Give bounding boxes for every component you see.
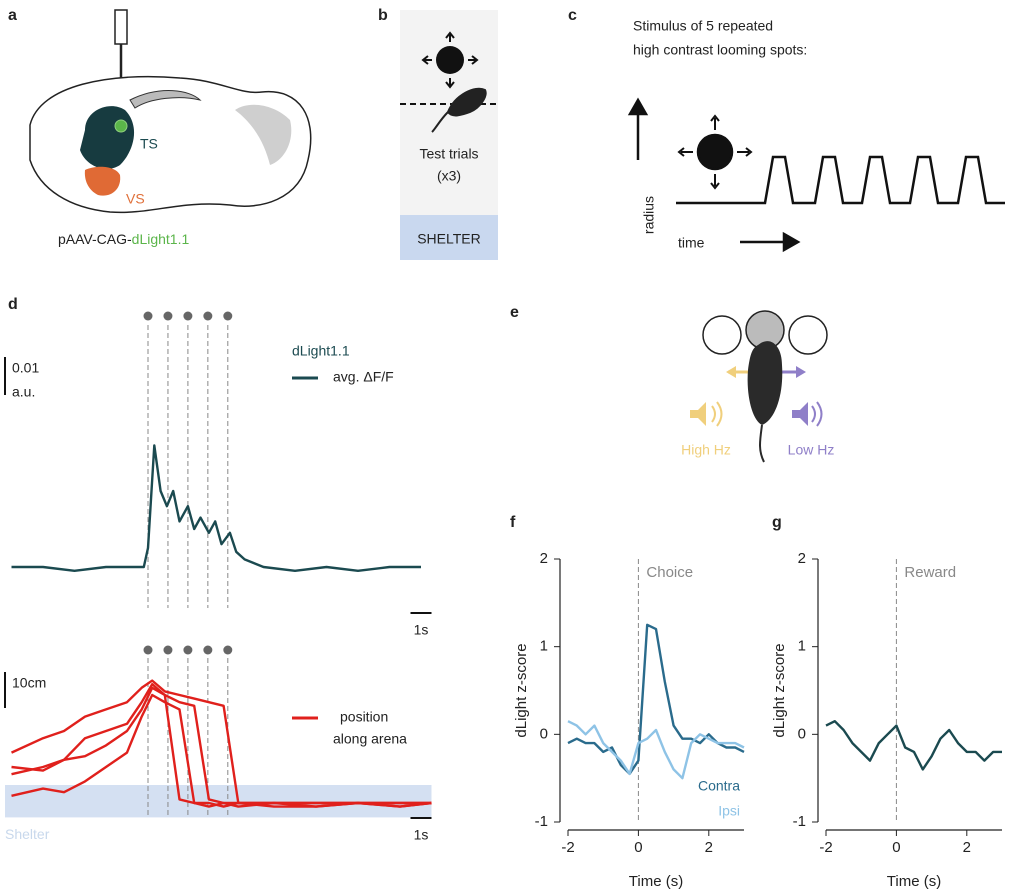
stimulus-dot: [203, 311, 213, 321]
sound-label: High Hz: [681, 442, 731, 458]
panel-label: c: [568, 7, 577, 24]
y-tick-label: -1: [535, 813, 548, 830]
x-tick-label: 2: [705, 839, 713, 856]
legend-entry: avg. ΔF/F: [333, 369, 394, 385]
panel-label: e: [510, 304, 519, 321]
trials-label: Test trials: [419, 146, 478, 162]
x-axis-label: Time (s): [629, 873, 683, 889]
region-label: VS: [126, 191, 145, 207]
data-line: [11, 444, 421, 572]
construct-text: dLight1.1: [132, 231, 190, 247]
y-tick-label: 0: [798, 725, 806, 742]
scale-label: 1s: [414, 827, 429, 843]
legend-entry: position: [340, 709, 388, 725]
data-line: [567, 623, 745, 775]
legend-entry: along arena: [333, 731, 407, 747]
y-tick-label: 2: [540, 550, 548, 567]
y-tick-label: 2: [798, 550, 806, 567]
axis-label: radius: [641, 196, 657, 234]
stimulus-dot: [203, 645, 213, 655]
legend-entry: Ipsi: [718, 803, 740, 819]
x-tick-label: 0: [892, 839, 900, 856]
scale-label: 0.01: [12, 360, 39, 376]
panel-label: a: [8, 7, 17, 24]
shelter-label: Shelter: [5, 826, 50, 842]
construct-label: pAAV-CAG-dLight1.1: [58, 231, 189, 247]
brain-diagram: [29, 9, 312, 214]
panel-label: d: [8, 296, 18, 313]
task-diagram: [690, 310, 828, 463]
data-line: [11, 686, 432, 808]
stimulus-dot: [223, 311, 233, 321]
stimulus-dot: [143, 645, 153, 655]
y-axis-label: dLight z-score: [513, 643, 530, 737]
construct-text: pAAV-CAG-: [58, 231, 132, 247]
stimulus-dot: [143, 311, 153, 321]
y-axis-label: dLight z-score: [771, 643, 788, 737]
caption: Stimulus of 5 repeated: [633, 18, 773, 34]
x-tick-label: -2: [561, 839, 574, 856]
shelter-label: SHELTER: [417, 231, 481, 247]
x-tick-label: 0: [634, 839, 642, 856]
stimulus-dot: [163, 311, 173, 321]
y-tick-label: 1: [798, 638, 806, 655]
x-tick-label: -2: [819, 839, 832, 856]
trials-label: (x3): [437, 168, 461, 184]
event-label: Reward: [904, 564, 956, 581]
panel-label: b: [378, 7, 388, 24]
data-line: [825, 720, 1002, 771]
stimulus-dot: [183, 645, 193, 655]
y-tick-label: 0: [540, 725, 548, 742]
arena-diagram: [400, 10, 498, 260]
data-line: [11, 683, 432, 808]
x-axis-label: Time (s): [887, 873, 941, 889]
panel-label: f: [510, 514, 516, 531]
event-label: Choice: [646, 564, 693, 581]
panel-label: g: [772, 514, 782, 531]
sound-label: Low Hz: [788, 442, 835, 458]
scale-label: 10cm: [12, 675, 46, 691]
stimulus-dot: [163, 645, 173, 655]
caption: high contrast looming spots:: [633, 42, 807, 58]
legend-title: dLight1.1: [292, 343, 350, 359]
axis-label: time: [678, 235, 705, 251]
stimulus-diagram: [627, 97, 1005, 253]
stimulus-dot: [183, 311, 193, 321]
data-line: [567, 720, 745, 780]
x-tick-label: 2: [963, 839, 971, 856]
y-tick-label: -1: [793, 813, 806, 830]
scale-label: a.u.: [12, 384, 35, 400]
scale-label: 1s: [414, 622, 429, 638]
region-label: TS: [140, 136, 158, 152]
y-tick-label: 1: [540, 638, 548, 655]
legend-entry: Contra: [698, 778, 740, 794]
stimulus-dot: [223, 645, 233, 655]
